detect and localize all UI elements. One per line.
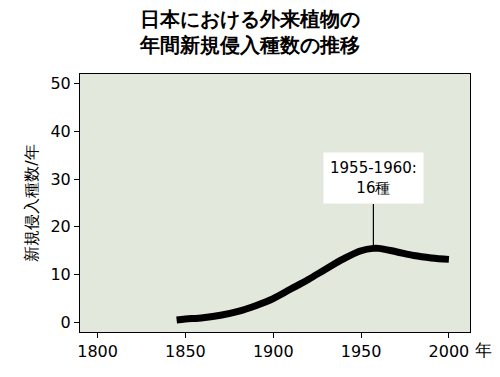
svg-text:1955-1960:16種: 1955-1960:16種 — [330, 159, 417, 197]
svg-text:1850: 1850 — [165, 342, 206, 361]
svg-text:30: 30 — [50, 170, 70, 189]
svg-text:1900: 1900 — [253, 342, 294, 361]
svg-text:0: 0 — [61, 313, 71, 332]
svg-text:1950: 1950 — [341, 342, 382, 361]
svg-text:日本における外来植物の年間新規侵入種数の推移: 日本における外来植物の年間新規侵入種数の推移 — [139, 7, 360, 57]
svg-text:1800: 1800 — [77, 342, 118, 361]
svg-text:新規侵入種数/年: 新規侵入種数/年 — [22, 144, 41, 261]
svg-text:年: 年 — [475, 340, 492, 360]
svg-text:2000: 2000 — [429, 342, 470, 361]
svg-text:10: 10 — [50, 265, 70, 284]
svg-text:50: 50 — [50, 74, 70, 93]
svg-text:20: 20 — [50, 217, 70, 236]
svg-text:40: 40 — [50, 122, 70, 141]
